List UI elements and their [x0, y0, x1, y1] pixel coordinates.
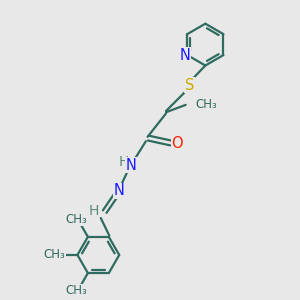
Text: N: N — [180, 48, 191, 63]
Text: S: S — [185, 78, 194, 93]
Text: CH₃: CH₃ — [66, 284, 87, 297]
Text: CH₃: CH₃ — [44, 248, 65, 262]
Text: O: O — [171, 136, 183, 151]
Text: H: H — [118, 155, 129, 169]
Text: N: N — [125, 158, 136, 173]
Text: H: H — [88, 204, 99, 218]
Text: CH₃: CH₃ — [66, 213, 87, 226]
Text: N: N — [114, 184, 125, 199]
Text: CH₃: CH₃ — [195, 98, 217, 111]
